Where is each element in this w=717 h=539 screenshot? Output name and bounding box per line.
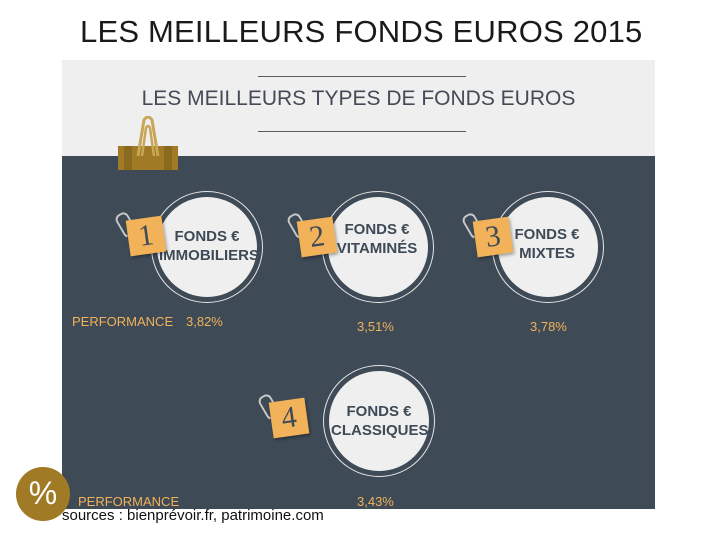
paperclip-binder-icon [118, 116, 178, 170]
fund-label-1-line2: IMMOBILIERS [159, 247, 259, 264]
fund-label-3-line2: MIXTES [519, 245, 575, 262]
fund-label-1-line1: FONDS € [174, 228, 240, 245]
rank-badge-3: 3 [472, 216, 514, 258]
performance-value-1: 3,82% [186, 314, 223, 329]
fund-label-2-line1: FONDS € [344, 221, 410, 238]
fund-label-4: FONDS € CLASSIQUES [331, 402, 429, 440]
page-title: LES MEILLEURS FONDS EUROS 2015 [80, 14, 643, 49]
performance-value-3: 3,78% [530, 319, 567, 334]
rank-badge-2: 2 [296, 216, 338, 258]
performance-value-2: 3,51% [357, 319, 394, 334]
performance-label-row1: PERFORMANCE [72, 314, 174, 329]
percent-icon: % [16, 467, 70, 521]
fund-circle-3 [498, 197, 598, 297]
rank-badge-1: 1 [125, 215, 167, 257]
fund-label-2-line2: VITAMINÉS [336, 240, 418, 257]
fund-label-1: FONDS € IMMOBILIERS [159, 227, 259, 265]
sources-note: sources : bienprévoir.fr, patrimoine.com [62, 507, 324, 524]
fund-label-4-line2: CLASSIQUES [331, 422, 429, 439]
rank-badge-4: 4 [268, 397, 310, 439]
performance-value-4: 3,43% [357, 494, 394, 509]
performance-label-row2: PERFORMANCE [78, 494, 180, 509]
infographic-subtitle: LES MEILLEURS TYPES DE FONDS EUROS [141, 87, 576, 110]
fund-label-3-line1: FONDS € [514, 226, 580, 243]
fund-label-3: FONDS € MIXTES [499, 225, 595, 263]
fund-circle-4 [329, 371, 429, 471]
fund-label-4-line1: FONDS € [346, 403, 412, 420]
header-bottom-rule [258, 131, 466, 132]
fund-label-2: FONDS € VITAMINÉS [329, 220, 425, 258]
header-top-rule [258, 76, 466, 77]
fund-circle-2 [328, 197, 428, 297]
fund-circle-1 [157, 197, 257, 297]
